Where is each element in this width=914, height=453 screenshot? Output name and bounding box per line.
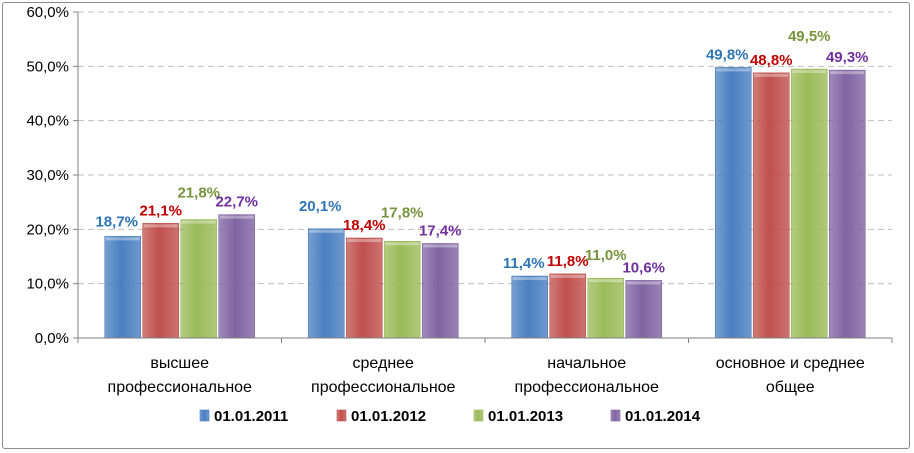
bar — [180, 219, 218, 339]
x-axis: высшее профессиональное среднее профессиона… — [77, 337, 893, 396]
data-label: 17,8% — [381, 204, 424, 221]
bar-highlight — [754, 73, 789, 77]
legend: 01.01.2011 01.01.2012 01.01.2013 01.01.2014 — [199, 408, 701, 425]
category-label: общее — [766, 379, 815, 396]
legend-label: 01.01.2012 — [351, 408, 426, 425]
data-label: 49,8% — [706, 46, 749, 63]
bar — [625, 280, 663, 339]
bar-highlight — [347, 239, 382, 243]
y-tick-label: 0,0% — [35, 330, 69, 347]
bar — [828, 69, 866, 339]
bar-highlight — [181, 220, 216, 224]
category-label: высшее — [150, 355, 209, 372]
y-axis: 0,0% 10,0% 20,0% 30,0% 40,0% 50,0% 60,0% — [26, 4, 79, 347]
category-label: профессиональное — [108, 379, 253, 396]
bars — [104, 67, 866, 339]
data-labels: 18,7%21,1%21,8%22,7% 20,1%18,4%17,8%17,4%… — [95, 28, 868, 276]
bar-highlight — [830, 71, 865, 75]
category-label: профессиональное — [311, 379, 456, 396]
legend-swatch — [473, 409, 484, 422]
data-label: 20,1% — [299, 198, 342, 215]
bar-highlight — [716, 68, 751, 72]
bar-highlight — [105, 237, 140, 241]
bar-highlight — [792, 70, 827, 74]
legend-swatch — [610, 409, 621, 422]
y-tick-label: 40,0% — [26, 113, 69, 130]
bar — [104, 236, 142, 339]
data-label: 21,8% — [177, 185, 220, 202]
legend-label: 01.01.2014 — [625, 408, 701, 425]
legend-swatch — [336, 409, 347, 422]
y-tick-label: 50,0% — [26, 58, 69, 75]
bar-highlight — [423, 244, 458, 248]
data-label: 11,8% — [547, 253, 589, 270]
data-label: 22,7% — [215, 194, 258, 211]
bar-highlight — [219, 215, 254, 219]
bar — [307, 228, 345, 339]
data-label: 21,1% — [139, 202, 182, 219]
bar — [587, 277, 625, 339]
data-label: 18,4% — [343, 217, 386, 234]
bar — [790, 68, 828, 339]
category-label: профессиональное — [515, 379, 660, 396]
bar-highlight — [626, 281, 661, 285]
legend-swatch — [199, 409, 210, 422]
category-label: начальное — [547, 355, 626, 372]
bar — [752, 72, 790, 339]
category-label: среднее — [353, 355, 415, 372]
bar-highlight — [309, 229, 344, 233]
legend-label: 01.01.2013 — [488, 408, 563, 425]
data-label: 49,3% — [826, 49, 869, 66]
data-label: 48,8% — [750, 52, 793, 69]
bar-highlight — [550, 274, 585, 278]
bar — [218, 214, 256, 339]
category-label: основное и среднее — [716, 355, 865, 372]
data-label: 17,4% — [419, 222, 462, 239]
bar-highlight — [385, 242, 420, 246]
bar — [714, 67, 752, 339]
bar — [511, 275, 549, 339]
y-tick-label: 30,0% — [26, 167, 69, 184]
bar-highlight — [588, 279, 623, 283]
data-label: 11,4% — [503, 255, 545, 272]
bar — [345, 237, 383, 339]
legend-label: 01.01.2011 — [214, 408, 288, 425]
bar — [421, 243, 459, 339]
data-label: 10,6% — [622, 259, 665, 276]
bar-highlight — [143, 224, 178, 228]
data-label: 11,0% — [585, 247, 627, 264]
data-label: 18,7% — [95, 213, 138, 230]
y-tick-label: 20,0% — [26, 221, 69, 238]
y-tick-label: 60,0% — [26, 4, 69, 21]
bar — [549, 273, 587, 339]
bar — [383, 240, 421, 339]
y-tick-label: 10,0% — [26, 276, 69, 293]
bar — [142, 223, 180, 339]
data-label: 49,5% — [788, 28, 831, 45]
bar-highlight — [512, 277, 547, 281]
